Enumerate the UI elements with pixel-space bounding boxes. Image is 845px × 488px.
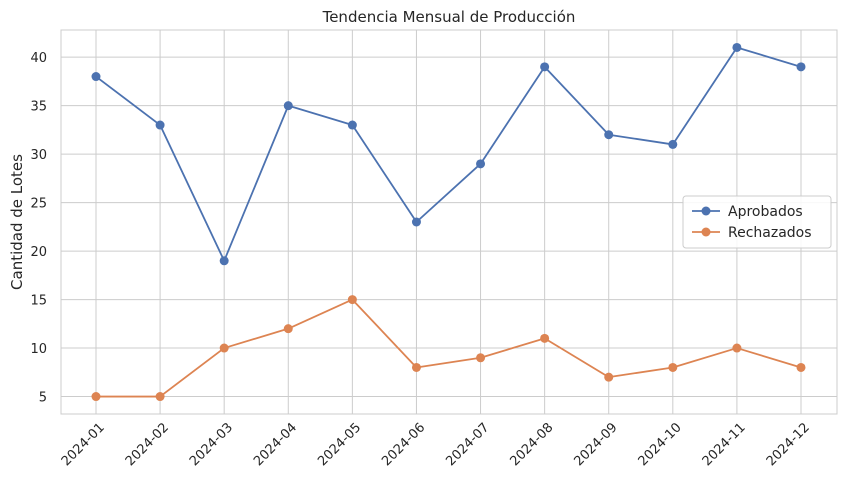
plot-frame: [60, 29, 838, 415]
y-tick-label: 30: [30, 148, 47, 163]
x-tick-label: 2024-02: [123, 420, 172, 469]
data-point-aprobados: [411, 217, 421, 227]
data-point-rechazados: [732, 343, 742, 353]
x-tick-label: 2024-11: [700, 420, 749, 469]
data-point-rechazados: [411, 362, 421, 372]
x-tick-label: 2024-12: [764, 420, 813, 469]
series-group: [91, 42, 806, 402]
data-point-aprobados: [91, 72, 101, 82]
legend-marker-rechazados: [701, 227, 711, 237]
y-tick-label: 20: [30, 245, 47, 260]
x-tick-label: 2024-08: [507, 420, 556, 469]
legend-label-rechazados: Rechazados: [728, 225, 812, 241]
x-tick-label: 2024-03: [187, 420, 236, 469]
data-point-aprobados: [347, 120, 357, 130]
legend-box: [682, 195, 832, 249]
x-tick-label: 2024-07: [443, 420, 492, 469]
data-point-aprobados: [476, 159, 486, 169]
series-line-aprobados: [95, 46, 802, 262]
y-tick-label: 40: [30, 51, 47, 66]
data-point-rechazados: [347, 295, 357, 305]
data-point-aprobados: [668, 139, 678, 149]
data-point-rechazados: [668, 362, 678, 372]
y-tick-label: 35: [30, 100, 47, 115]
y-tick-label: 15: [30, 294, 47, 309]
data-point-rechazados: [219, 343, 229, 353]
x-tick-label: 2024-06: [379, 420, 428, 469]
data-point-rechazados: [155, 392, 165, 402]
y-tick-label: 25: [30, 197, 47, 212]
legend-label-aprobados: Aprobados: [728, 204, 803, 220]
data-point-aprobados: [540, 62, 550, 72]
data-point-rechazados: [476, 353, 486, 363]
data-point-rechazados: [604, 372, 614, 382]
data-point-aprobados: [155, 120, 165, 130]
x-tick-label: 2024-09: [572, 420, 621, 469]
data-point-aprobados: [732, 42, 742, 52]
chart-title: Tendencia Mensual de Producción: [322, 8, 576, 26]
legend-marker-aprobados: [701, 206, 711, 216]
x-tick-label: 2024-10: [636, 420, 685, 469]
x-tick-label: 2024-04: [251, 420, 300, 469]
x-tick-label: 2024-01: [59, 420, 108, 469]
y-tick-label: 10: [30, 342, 47, 357]
x-axis-ticks: 2024-01 2024-02 2024-03 2024-04 2024-05 2024-…: [59, 420, 813, 469]
series-line-rechazados: [96, 298, 802, 398]
data-point-aprobados: [604, 130, 614, 140]
data-point-rechazados: [796, 362, 806, 372]
y-axis-title: Cantidad de Lotes: [8, 154, 26, 290]
data-point-rechazados: [540, 333, 550, 343]
data-point-rechazados: [283, 324, 293, 334]
y-axis-ticks: 5 10 15 20 25 30 35 40: [30, 51, 47, 405]
data-point-rechazados: [91, 392, 101, 402]
data-point-aprobados: [219, 256, 229, 266]
x-tick-label: 2024-05: [315, 420, 364, 469]
legend: Aprobados Rechazados: [682, 195, 832, 249]
data-point-aprobados: [283, 101, 293, 111]
y-tick-label: 5: [39, 391, 47, 406]
data-point-aprobados: [796, 62, 806, 72]
